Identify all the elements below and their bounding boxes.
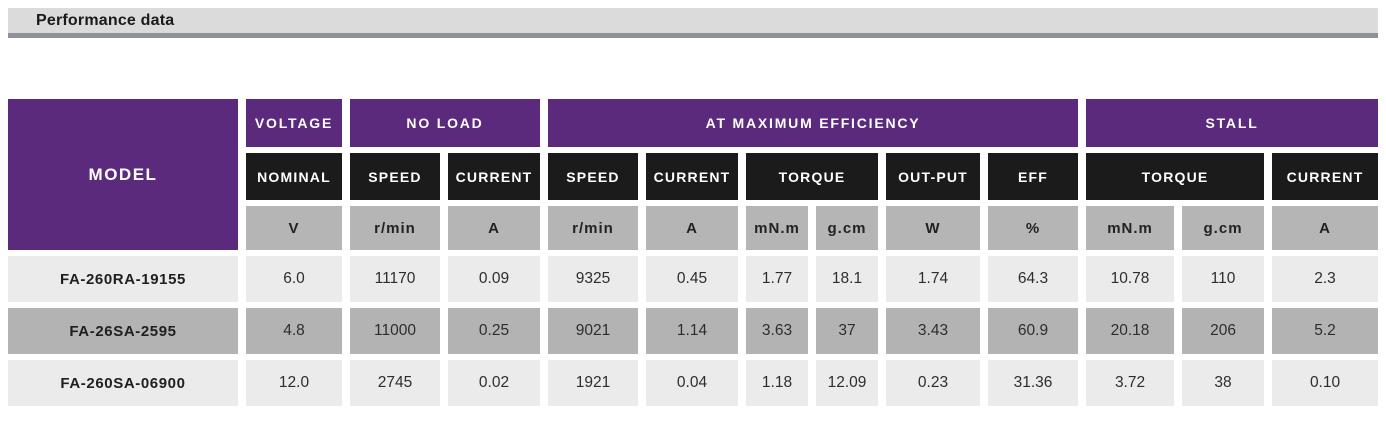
unit-amp-stall: A (1272, 206, 1379, 250)
value-cell: 10.78 (1086, 256, 1175, 302)
value-cell: 0.04 (646, 360, 738, 406)
unit-rpm-noload: r/min (350, 206, 440, 250)
model-column-header: MODEL (8, 99, 238, 250)
model-cell: FA-260RA-19155 (8, 256, 238, 302)
subheader-eff: EFF (988, 153, 1079, 200)
value-cell: 206 (1182, 308, 1265, 354)
group-header-no-load: NO LOAD (350, 99, 540, 147)
performance-table: MODEL VOLTAGE NO LOAD AT MAXIMUM EFFICIE… (0, 93, 1386, 412)
model-cell: FA-260SA-06900 (8, 360, 238, 406)
group-header-stall: STALL (1086, 99, 1379, 147)
value-cell: 9325 (548, 256, 638, 302)
value-cell: 0.09 (448, 256, 540, 302)
value-cell: 9021 (548, 308, 638, 354)
value-cell: 3.43 (886, 308, 980, 354)
table-row: FA-260RA-19155 6.0 11170 0.09 9325 0.45 … (8, 256, 1379, 302)
unit-mnm-maxeff: mN.m (746, 206, 808, 250)
value-cell: 1921 (548, 360, 638, 406)
value-cell: 1.77 (746, 256, 808, 302)
value-cell: 0.25 (448, 308, 540, 354)
unit-volt: V (246, 206, 342, 250)
subheader-maxeff-torque: TORQUE (746, 153, 878, 200)
value-cell: 1.18 (746, 360, 808, 406)
value-cell: 110 (1182, 256, 1265, 302)
value-cell: 38 (1182, 360, 1265, 406)
subheader-output: OUT-PUT (886, 153, 980, 200)
value-cell: 12.09 (816, 360, 878, 406)
units-row: V r/min A r/min A mN.m g.cm W % mN.m g.c… (8, 206, 1379, 250)
value-cell: 20.18 (1086, 308, 1175, 354)
table-row: FA-26SA-2595 4.8 11000 0.25 9021 1.14 3.… (8, 308, 1379, 354)
unit-amp-maxeff: A (646, 206, 738, 250)
value-cell: 60.9 (988, 308, 1079, 354)
group-header-row: MODEL VOLTAGE NO LOAD AT MAXIMUM EFFICIE… (8, 99, 1379, 250)
subheader-row: NOMINAL SPEED CURRENT SPEED CURRENT TORQ… (8, 153, 1379, 200)
subheader-maxeff-current: CURRENT (646, 153, 738, 200)
value-cell: 5.2 (1272, 308, 1379, 354)
subheader-maxeff-speed: SPEED (548, 153, 638, 200)
value-cell: 37 (816, 308, 878, 354)
unit-gcm-maxeff: g.cm (816, 206, 878, 250)
value-cell: 2745 (350, 360, 440, 406)
value-cell: 11000 (350, 308, 440, 354)
value-cell: 4.8 (246, 308, 342, 354)
subheader-noload-speed: SPEED (350, 153, 440, 200)
value-cell: 0.10 (1272, 360, 1379, 406)
subheader-stall-current: CURRENT (1272, 153, 1379, 200)
value-cell: 3.63 (746, 308, 808, 354)
value-cell: 2.3 (1272, 256, 1379, 302)
value-cell: 0.23 (886, 360, 980, 406)
value-cell: 3.72 (1086, 360, 1175, 406)
table-row: FA-260SA-06900 12.0 2745 0.02 1921 0.04 … (8, 360, 1379, 406)
value-cell: 0.45 (646, 256, 738, 302)
value-cell: 12.0 (246, 360, 342, 406)
unit-amp-noload: A (448, 206, 540, 250)
group-header-voltage: VOLTAGE (246, 99, 342, 147)
model-cell: FA-26SA-2595 (8, 308, 238, 354)
unit-gcm-stall: g.cm (1182, 206, 1265, 250)
subheader-stall-torque: TORQUE (1086, 153, 1265, 200)
page-title: Performance data (36, 12, 175, 29)
section-title-bar: Performance data (8, 8, 1378, 38)
value-cell: 0.02 (448, 360, 540, 406)
unit-percent: % (988, 206, 1079, 250)
value-cell: 6.0 (246, 256, 342, 302)
unit-mnm-stall: mN.m (1086, 206, 1175, 250)
value-cell: 31.36 (988, 360, 1079, 406)
group-header-at-maximum-efficiency: AT MAXIMUM EFFICIENCY (548, 99, 1079, 147)
subheader-noload-current: CURRENT (448, 153, 540, 200)
value-cell: 18.1 (816, 256, 878, 302)
subheader-nominal: NOMINAL (246, 153, 342, 200)
value-cell: 1.14 (646, 308, 738, 354)
unit-watt: W (886, 206, 980, 250)
value-cell: 1.74 (886, 256, 980, 302)
value-cell: 11170 (350, 256, 440, 302)
unit-rpm-maxeff: r/min (548, 206, 638, 250)
value-cell: 64.3 (988, 256, 1079, 302)
